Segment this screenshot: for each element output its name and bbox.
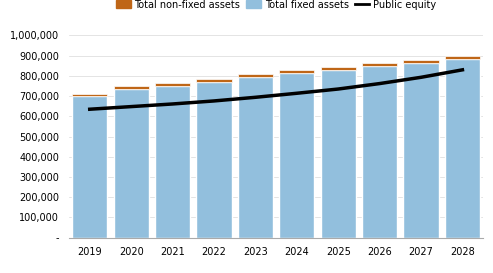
Bar <box>72 96 107 238</box>
Bar <box>403 60 439 63</box>
Bar <box>113 86 149 89</box>
Bar <box>362 66 397 238</box>
Bar <box>155 86 190 238</box>
Bar <box>279 73 315 238</box>
Legend: Total non-fixed assets, Total fixed assets, Public equity: Total non-fixed assets, Total fixed asse… <box>112 0 440 14</box>
Bar <box>196 79 232 82</box>
Bar <box>238 77 273 238</box>
Bar <box>445 59 480 238</box>
Bar <box>403 63 439 238</box>
Bar <box>196 82 232 238</box>
Bar <box>320 70 356 238</box>
Bar <box>279 70 315 73</box>
Bar <box>238 74 273 77</box>
Bar <box>113 89 149 238</box>
Bar <box>445 56 480 59</box>
Bar <box>362 63 397 66</box>
Bar <box>155 83 190 86</box>
Bar <box>320 67 356 70</box>
Bar <box>72 94 107 96</box>
